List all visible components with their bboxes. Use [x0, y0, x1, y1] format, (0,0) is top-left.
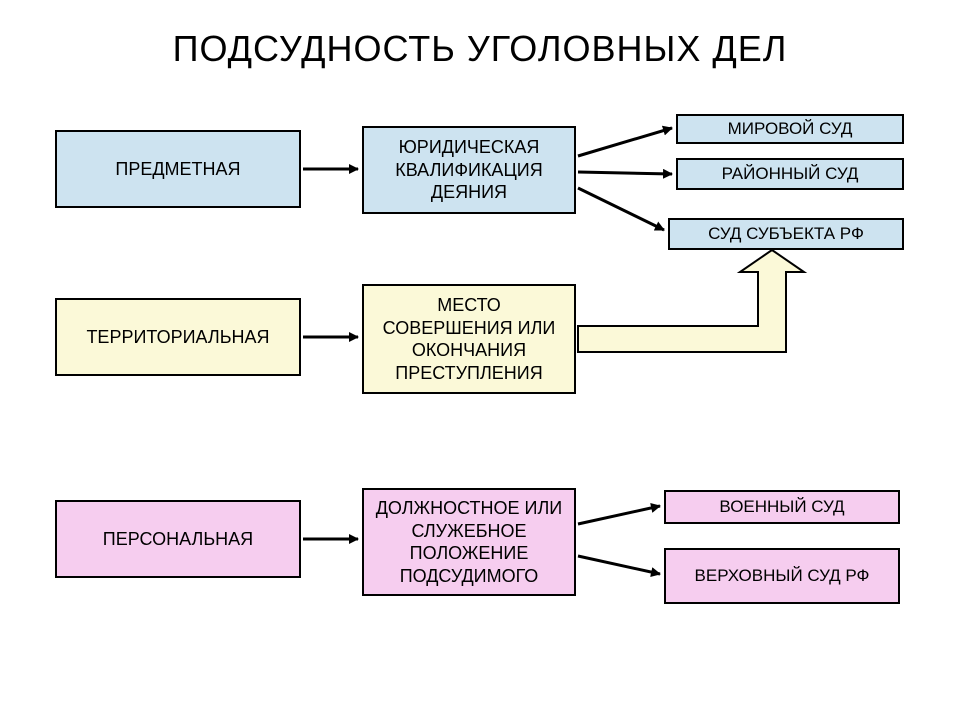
box-r2-left: ТЕРРИТОРИАЛЬНАЯ — [55, 298, 301, 376]
diagram-title: ПОДСУДНОСТЬ УГОЛОВНЫХ ДЕЛ — [0, 28, 960, 70]
box-r2-mid: МЕСТО СОВЕРШЕНИЯ ИЛИ ОКОНЧАНИЯ ПРЕСТУПЛЕ… — [362, 284, 576, 394]
box-r3-out-0: ВОЕННЫЙ СУД — [664, 490, 900, 524]
block-arrow — [578, 250, 804, 352]
box-r3-out-1: ВЕРХОВНЫЙ СУД РФ — [664, 548, 900, 604]
box-r3-mid: ДОЛЖНОСТНОЕ ИЛИ СЛУЖЕБНОЕ ПОЛОЖЕНИЕ ПОДС… — [362, 488, 576, 596]
box-r1-out-1: РАЙОННЫЙ СУД — [676, 158, 904, 190]
box-r3-left: ПЕРСОНАЛЬНАЯ — [55, 500, 301, 578]
box-r1-left: ПРЕДМЕТНАЯ — [55, 130, 301, 208]
box-r1-out-2: СУД СУБЪЕКТА РФ — [668, 218, 904, 250]
box-r1-mid: ЮРИДИЧЕСКАЯ КВАЛИФИКАЦИЯ ДЕЯНИЯ — [362, 126, 576, 214]
box-r1-out-0: МИРОВОЙ СУД — [676, 114, 904, 144]
